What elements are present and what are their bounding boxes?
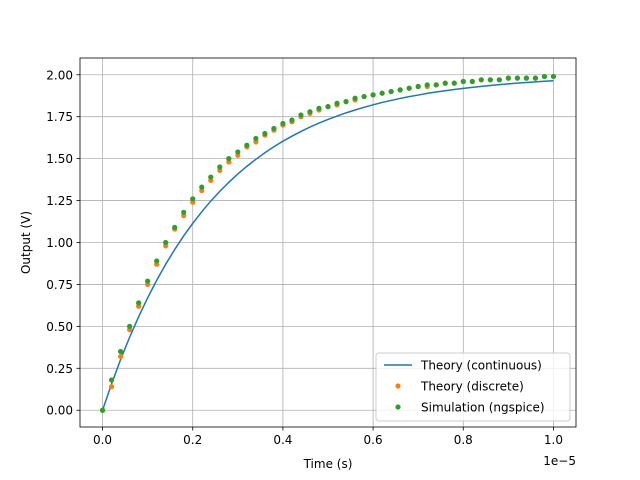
legend-label: Theory (continuous) — [420, 359, 542, 373]
series-2-point — [406, 85, 412, 91]
series-2-point — [397, 87, 403, 93]
series-2-point — [505, 75, 511, 81]
series-2-point — [298, 112, 304, 118]
series-2-point — [316, 105, 322, 111]
series-2-point — [352, 95, 358, 101]
x-tick-label: 0.8 — [454, 433, 473, 447]
y-axis: 0.00 0.25 0.50 0.75 1.00 1.25 1.50 1.75 2.00 — [46, 68, 80, 418]
series-2-point — [361, 93, 367, 100]
series-2-point — [334, 100, 340, 106]
series-2-point — [271, 125, 277, 132]
series-2-point — [478, 77, 484, 83]
series-2-point — [496, 77, 502, 83]
series-2-point — [208, 174, 214, 180]
y-tick-label: 0.50 — [46, 320, 73, 334]
series-2-point — [99, 407, 106, 413]
y-tick-label: 2.00 — [46, 68, 73, 82]
series-2-point — [262, 130, 268, 137]
series-1-point — [117, 353, 124, 360]
series-1-point — [108, 384, 115, 390]
series-2-point — [117, 348, 124, 355]
series-2-point — [226, 156, 232, 162]
series-2-point — [451, 80, 457, 86]
series-2-point — [199, 184, 205, 190]
legend-swatch-marker — [395, 404, 401, 410]
legend-box — [375, 352, 571, 422]
series-2-point — [172, 224, 178, 231]
x-offset-text: 1e−5 — [543, 454, 576, 468]
series-2-point — [514, 75, 520, 81]
series-2-point — [433, 82, 439, 88]
series-2-point — [244, 142, 250, 148]
series-2-point — [415, 83, 421, 90]
series-2-point — [190, 196, 196, 202]
series-2-point — [108, 377, 115, 383]
series-2-point — [388, 88, 394, 95]
series-2-point — [541, 73, 548, 80]
x-tick-label: 0.4 — [273, 433, 292, 447]
series-2-point — [217, 164, 223, 170]
series-2-point — [325, 104, 331, 110]
legend-label: Theory (discrete) — [420, 380, 524, 394]
series-2-point — [127, 323, 133, 329]
legend-label: Simulation (ngspice) — [421, 401, 545, 415]
legend: Theory (continuous) Theory (discrete) Simu… — [375, 352, 571, 422]
legend-swatch-marker — [395, 383, 401, 389]
series-2-point — [469, 78, 475, 85]
y-tick-label: 1.25 — [46, 194, 73, 208]
plot-area — [99, 73, 557, 413]
series-2-point — [424, 82, 430, 88]
y-tick-label: 1.75 — [46, 110, 73, 124]
series-2-point — [532, 75, 539, 81]
series-2-point — [280, 120, 286, 127]
series-2-point — [460, 78, 466, 85]
x-axis: 0.0 0.2 0.4 0.6 0.8 1.0 — [93, 427, 563, 447]
x-axis-label: Time (s) — [303, 457, 353, 471]
series-2-point — [253, 135, 259, 142]
y-axis-label: Output (V) — [19, 211, 33, 274]
series-2-point — [343, 99, 349, 105]
series-line-0 — [101, 80, 554, 411]
series-2-point — [442, 80, 448, 86]
x-tick-label: 1.0 — [544, 433, 563, 447]
series-2-point — [145, 278, 151, 284]
series-2-point — [370, 92, 376, 98]
series-2-point — [523, 75, 530, 81]
grid — [80, 58, 576, 427]
series-2-point — [235, 149, 241, 155]
series-2-point — [550, 73, 557, 80]
y-tick-label: 0.00 — [46, 404, 73, 418]
y-tick-label: 0.75 — [46, 278, 73, 292]
y-tick-label: 0.25 — [46, 362, 73, 376]
series-2-point — [181, 209, 187, 215]
y-tick-label: 1.00 — [46, 236, 73, 250]
series-2-point — [136, 300, 142, 306]
y-tick-label: 1.50 — [46, 152, 73, 166]
x-tick-label: 0.0 — [93, 433, 112, 447]
series-2-point — [154, 258, 160, 264]
x-tick-label: 0.6 — [364, 433, 383, 447]
series-2-point — [487, 77, 493, 83]
series-2-point — [163, 239, 169, 246]
x-tick-label: 0.2 — [183, 433, 202, 447]
series-2-point — [307, 109, 313, 115]
series-2-point — [289, 117, 295, 123]
series-2-point — [379, 90, 385, 96]
